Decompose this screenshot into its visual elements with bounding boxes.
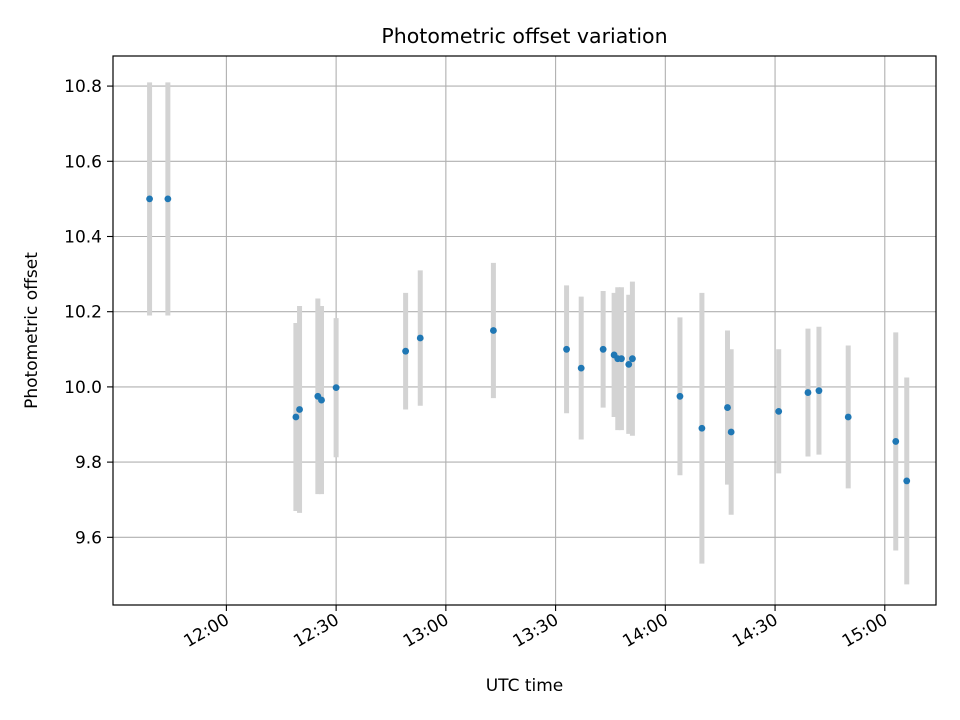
data-point (629, 355, 636, 363)
y-axis-title: Photometric offset (22, 252, 42, 409)
data-point (903, 477, 911, 485)
data-point (490, 327, 497, 334)
y-tick-label: 10.0 (64, 378, 102, 398)
y-tick-label: 10.4 (64, 227, 102, 247)
data-point (676, 392, 684, 400)
data-point (292, 413, 300, 421)
data-point (402, 347, 410, 355)
chart-title: Photometric offset variation (381, 24, 667, 48)
data-point (318, 396, 325, 404)
y-tick-label: 10.2 (64, 303, 102, 323)
data-point (892, 438, 900, 445)
data-point (844, 413, 852, 421)
data-point (727, 428, 735, 436)
y-tick-label: 9.6 (75, 528, 102, 548)
x-axis-title: UTC time (486, 676, 564, 696)
y-tick-label: 9.8 (75, 453, 102, 473)
grid (113, 56, 936, 605)
data-point (577, 364, 585, 372)
data-point (625, 360, 633, 368)
data-point (724, 404, 731, 411)
data-point (775, 407, 783, 415)
y-tick-label: 10.6 (64, 152, 102, 172)
data-point (563, 345, 570, 353)
data-point (332, 384, 340, 392)
data-point (698, 424, 706, 432)
data-point (146, 195, 153, 203)
data-point (618, 355, 625, 363)
data-point (815, 387, 823, 395)
data-point (804, 389, 812, 396)
data-point (416, 334, 424, 342)
y-tick-label: 10.8 (64, 77, 102, 97)
plot-frame (112, 55, 937, 606)
data-point (164, 195, 172, 203)
data-point (599, 345, 607, 353)
data-point (296, 406, 303, 413)
data-points (146, 195, 911, 485)
